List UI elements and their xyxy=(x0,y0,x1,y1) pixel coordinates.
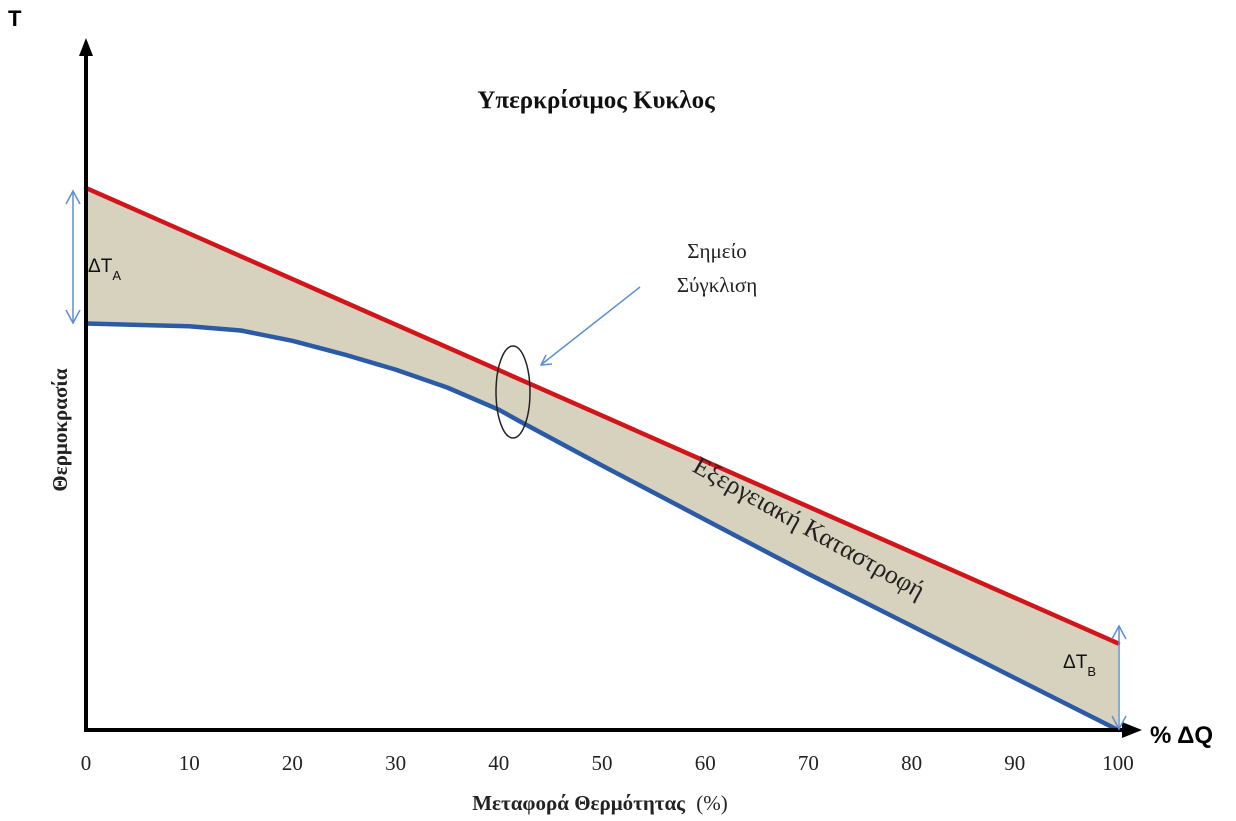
chart-title: Υπερκρίσιμος Κυκλος xyxy=(477,87,715,114)
delta-t-b-label: ΔTB xyxy=(1063,652,1096,679)
x-tick-label: 0 xyxy=(81,751,92,775)
y-axis-arrow-icon xyxy=(79,38,93,56)
pinch-point-label-line1: Σημείο xyxy=(687,239,746,263)
corner-y-label: T xyxy=(8,6,22,31)
delta-t-b-sub: B xyxy=(1087,664,1096,679)
x-axis-label-main: Μεταφορά Θερμότητας xyxy=(472,791,686,815)
x-tick-label: 20 xyxy=(282,751,303,775)
pinch-point-label-line2: Σύγκλιση xyxy=(677,273,757,297)
exergy-destruction-area xyxy=(86,188,1118,730)
delta-t-a-annotation: ΔTA xyxy=(65,189,121,325)
delta-t-b-arrow-down-icon xyxy=(1111,715,1127,731)
x-tick-label: 90 xyxy=(1004,751,1025,775)
delta-t-b-arrow-up-icon xyxy=(1111,624,1127,640)
x-axis-label-unit: (%) xyxy=(696,791,727,815)
x-axis-label: Μεταφορά Θερμότητας (%) xyxy=(472,791,728,815)
series-line-red xyxy=(83,185,1121,646)
x-tick-label: 70 xyxy=(798,751,819,775)
x-axis-arrow-icon xyxy=(1122,722,1142,738)
x-tick-label: 50 xyxy=(592,751,613,775)
delta-t-a-arrow-up-icon xyxy=(65,189,81,205)
x-tick-label: 80 xyxy=(901,751,922,775)
delta-t-b-annotation: ΔTB xyxy=(1063,624,1127,731)
series-layer xyxy=(83,185,1121,733)
x-tick-label: 100 xyxy=(1102,751,1134,775)
series-line-blue xyxy=(83,321,1121,733)
delta-t-a-arrow-down-icon xyxy=(65,309,81,325)
delta-t-a-label: ΔTA xyxy=(88,256,121,283)
x-tick-label: 30 xyxy=(385,751,406,775)
delta-t-a-base: ΔT xyxy=(88,256,113,277)
corner-x-label: % ΔQ xyxy=(1150,722,1213,749)
y-axis-label: Θερμοκρασία xyxy=(48,368,72,492)
x-tick-label: 60 xyxy=(695,751,716,775)
delta-t-b-base: ΔT xyxy=(1063,652,1088,673)
pinch-point-arrow-line xyxy=(541,286,641,365)
delta-t-a-sub: A xyxy=(112,268,121,283)
x-tick-label: 10 xyxy=(179,751,200,775)
pinch-point-arrow-head-icon xyxy=(539,354,553,366)
pinch-point-ellipse xyxy=(495,345,531,439)
x-tick-labels: 0 10 20 30 40 50 60 70 80 90 100 xyxy=(81,751,1134,775)
x-tick-label: 40 xyxy=(488,751,509,775)
